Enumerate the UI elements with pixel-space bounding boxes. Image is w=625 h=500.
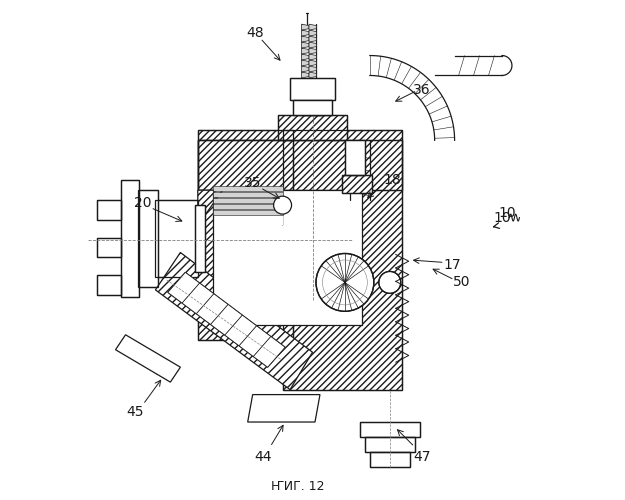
- Bar: [121, 180, 139, 298]
- Bar: [292, 100, 332, 116]
- Text: 10: 10: [493, 210, 511, 224]
- Bar: [278, 116, 348, 140]
- Polygon shape: [168, 272, 285, 367]
- Bar: [156, 200, 198, 278]
- Bar: [138, 190, 158, 288]
- Text: 47: 47: [414, 450, 431, 464]
- Bar: [282, 130, 402, 390]
- Bar: [282, 130, 402, 390]
- Bar: [97, 275, 121, 295]
- Polygon shape: [309, 42, 316, 48]
- Polygon shape: [309, 60, 316, 66]
- Bar: [290, 78, 335, 100]
- Text: 36: 36: [413, 84, 431, 98]
- Polygon shape: [211, 304, 242, 335]
- Bar: [213, 204, 282, 209]
- Text: 50: 50: [453, 276, 471, 289]
- Bar: [365, 437, 415, 452]
- Bar: [342, 175, 372, 192]
- Bar: [138, 190, 158, 288]
- Bar: [360, 422, 420, 437]
- Bar: [213, 190, 362, 325]
- Bar: [196, 205, 205, 272]
- Bar: [222, 190, 282, 225]
- Polygon shape: [116, 335, 181, 382]
- Polygon shape: [301, 60, 309, 66]
- Polygon shape: [309, 24, 316, 30]
- Bar: [342, 175, 372, 192]
- Polygon shape: [301, 66, 309, 72]
- Text: 17: 17: [443, 258, 461, 272]
- Bar: [213, 192, 282, 197]
- Polygon shape: [239, 326, 271, 356]
- Text: 18: 18: [383, 173, 401, 187]
- Polygon shape: [253, 190, 282, 225]
- Polygon shape: [156, 252, 312, 390]
- Bar: [156, 200, 198, 278]
- Bar: [97, 238, 121, 258]
- Text: 48: 48: [246, 26, 264, 40]
- Text: 35: 35: [244, 176, 261, 190]
- Bar: [345, 140, 365, 175]
- Bar: [97, 200, 121, 220]
- Polygon shape: [301, 72, 309, 78]
- Polygon shape: [198, 190, 222, 225]
- Bar: [345, 140, 365, 175]
- Bar: [198, 140, 402, 190]
- Polygon shape: [301, 42, 309, 48]
- Polygon shape: [301, 30, 309, 36]
- Polygon shape: [309, 48, 316, 54]
- Bar: [370, 452, 410, 467]
- Bar: [360, 422, 420, 437]
- Text: 45: 45: [127, 405, 144, 419]
- Polygon shape: [248, 394, 320, 422]
- Bar: [292, 100, 332, 116]
- Bar: [196, 205, 205, 272]
- Bar: [198, 130, 292, 340]
- Bar: [213, 198, 282, 203]
- Bar: [370, 452, 410, 467]
- Polygon shape: [309, 30, 316, 36]
- Polygon shape: [182, 283, 214, 314]
- Polygon shape: [196, 294, 228, 324]
- Bar: [290, 78, 335, 100]
- Polygon shape: [309, 66, 316, 72]
- Text: ҤИГ. 12: ҤИГ. 12: [271, 480, 324, 494]
- Bar: [278, 116, 348, 140]
- Bar: [97, 200, 121, 220]
- Bar: [365, 437, 415, 452]
- Bar: [302, 100, 322, 116]
- Bar: [213, 186, 282, 191]
- Bar: [213, 210, 282, 215]
- Polygon shape: [225, 315, 257, 346]
- Polygon shape: [309, 54, 316, 60]
- Text: 44: 44: [254, 450, 271, 464]
- Polygon shape: [309, 72, 316, 78]
- Polygon shape: [168, 272, 199, 303]
- Polygon shape: [253, 336, 285, 367]
- Circle shape: [316, 254, 374, 312]
- Bar: [97, 238, 121, 258]
- Bar: [198, 130, 292, 340]
- Polygon shape: [301, 48, 309, 54]
- Bar: [198, 140, 402, 190]
- Bar: [302, 100, 322, 116]
- Polygon shape: [301, 24, 309, 30]
- Bar: [97, 275, 121, 295]
- Polygon shape: [309, 36, 316, 42]
- Circle shape: [274, 196, 291, 214]
- Circle shape: [379, 272, 401, 293]
- Bar: [121, 180, 139, 298]
- Polygon shape: [301, 54, 309, 60]
- Bar: [198, 140, 292, 190]
- Text: 20: 20: [134, 196, 152, 209]
- Text: 10: 10: [498, 206, 516, 220]
- Polygon shape: [301, 36, 309, 42]
- Bar: [198, 140, 292, 190]
